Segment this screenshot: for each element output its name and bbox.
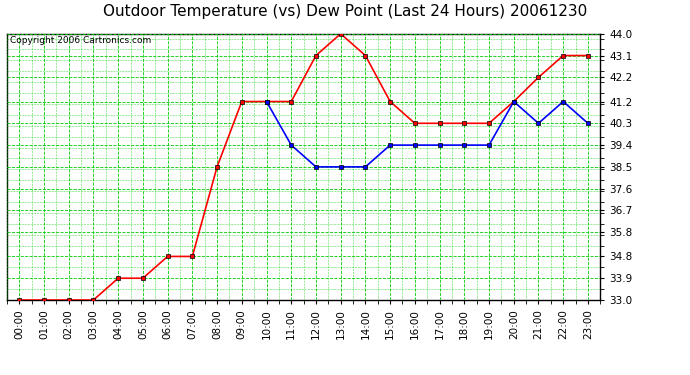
Text: Copyright 2006 Cartronics.com: Copyright 2006 Cartronics.com <box>10 36 151 45</box>
Text: Outdoor Temperature (vs) Dew Point (Last 24 Hours) 20061230: Outdoor Temperature (vs) Dew Point (Last… <box>103 4 587 19</box>
